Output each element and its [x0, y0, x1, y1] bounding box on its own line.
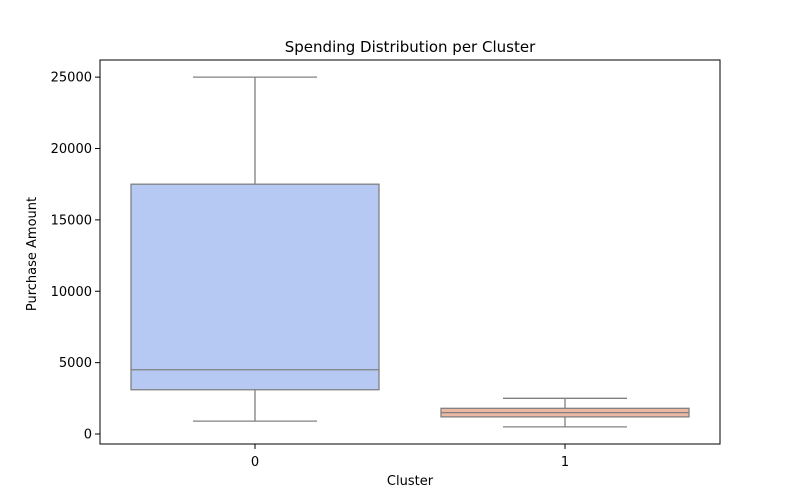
- y-tick-label: 25000: [51, 71, 92, 86]
- x-tick-label: 0: [251, 455, 259, 470]
- y-axis-label: Purchase Amount: [25, 197, 40, 311]
- x-tick-label: 1: [561, 455, 569, 470]
- y-tick-label: 0: [84, 428, 92, 443]
- y-tick-label: 10000: [51, 285, 92, 300]
- box-series: [130, 76, 690, 428]
- y-tick-label: 15000: [51, 213, 92, 228]
- chart-title: Spending Distribution per Cluster: [285, 38, 536, 56]
- box-group-0: [130, 76, 380, 422]
- y-axis: 0 5000 10000 15000 20000 25000: [51, 71, 100, 443]
- iqr-box: [130, 183, 380, 391]
- plot-area: [99, 59, 721, 445]
- y-tick-label: 5000: [59, 356, 92, 371]
- x-axis-label: Cluster: [387, 474, 434, 489]
- plot-frame: [99, 59, 721, 445]
- box-group-1: [440, 397, 690, 428]
- y-tick-label: 20000: [51, 142, 92, 157]
